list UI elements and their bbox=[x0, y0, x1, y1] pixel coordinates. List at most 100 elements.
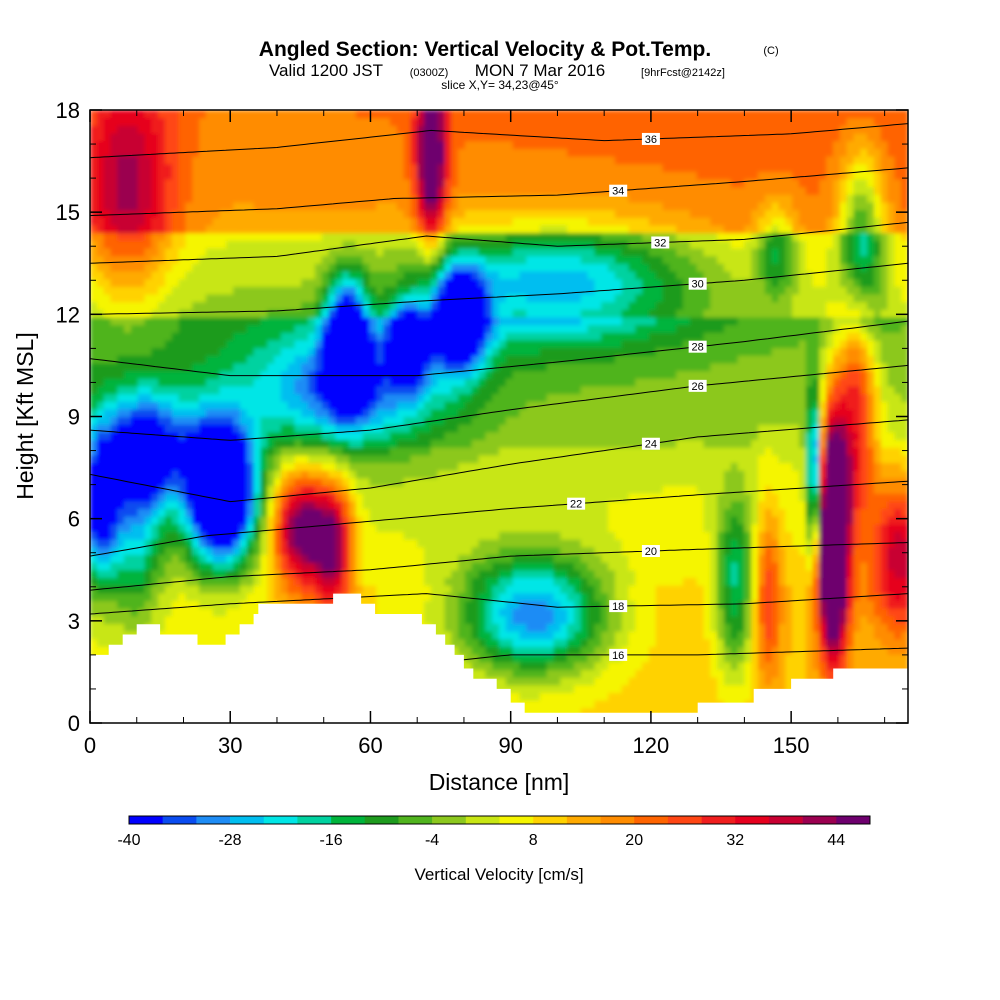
field-cell bbox=[233, 332, 241, 341]
field-cell bbox=[417, 608, 425, 617]
field-cell bbox=[355, 224, 364, 234]
field-cell bbox=[294, 224, 302, 234]
field-cell bbox=[117, 278, 125, 287]
field-cell bbox=[410, 393, 418, 402]
field-cell bbox=[383, 592, 391, 601]
field-cell bbox=[205, 378, 214, 387]
field-cell bbox=[362, 424, 371, 433]
field-cell bbox=[267, 255, 275, 264]
field-cell bbox=[178, 247, 187, 257]
field-cell bbox=[117, 232, 125, 241]
field-cell bbox=[301, 117, 309, 126]
field-cell bbox=[464, 447, 473, 456]
field-cell bbox=[233, 424, 241, 433]
field-cell bbox=[205, 462, 214, 471]
field-cell bbox=[294, 585, 302, 594]
field-cell bbox=[301, 562, 309, 571]
field-cell bbox=[219, 186, 227, 195]
field-cell bbox=[178, 324, 187, 333]
field-cell bbox=[485, 110, 493, 119]
field-cell bbox=[110, 623, 118, 632]
field-cell bbox=[410, 270, 418, 280]
field-cell bbox=[185, 278, 193, 287]
field-cell bbox=[328, 592, 336, 601]
field-cell bbox=[185, 562, 193, 571]
field-cell bbox=[376, 470, 384, 479]
field-cell bbox=[280, 194, 289, 203]
field-cell bbox=[321, 178, 330, 188]
field-cell bbox=[185, 554, 193, 563]
field-cell bbox=[219, 339, 227, 349]
field-cell bbox=[328, 209, 336, 218]
field-cell bbox=[212, 477, 221, 487]
field-cell bbox=[314, 278, 323, 287]
field-cell bbox=[335, 155, 343, 165]
field-cell bbox=[164, 554, 173, 563]
field-cell bbox=[485, 500, 493, 510]
field-cell bbox=[335, 462, 343, 471]
field-cell bbox=[355, 577, 364, 586]
field-cell bbox=[226, 447, 234, 456]
field-cell bbox=[458, 194, 466, 203]
field-cell bbox=[90, 332, 98, 341]
field-cell bbox=[321, 470, 330, 479]
field-cell bbox=[164, 178, 173, 188]
field-cell bbox=[451, 316, 459, 326]
field-cell bbox=[403, 493, 411, 502]
field-cell bbox=[451, 209, 459, 218]
field-cell bbox=[144, 255, 152, 264]
field-cell bbox=[144, 454, 152, 464]
field-cell bbox=[383, 293, 391, 303]
field-cell bbox=[124, 247, 132, 257]
field-cell bbox=[124, 508, 132, 517]
field-cell bbox=[403, 255, 411, 264]
field-cell bbox=[117, 171, 125, 180]
field-cell bbox=[335, 110, 343, 119]
field-cell bbox=[178, 493, 187, 502]
field-cell bbox=[444, 431, 452, 441]
field-cell bbox=[471, 638, 480, 647]
field-cell bbox=[144, 232, 152, 241]
field-cell bbox=[137, 125, 146, 134]
field-cell bbox=[505, 332, 514, 341]
field-cell bbox=[192, 155, 200, 165]
field-cell bbox=[267, 546, 275, 556]
field-cell bbox=[478, 508, 486, 517]
field-cell bbox=[233, 232, 241, 241]
field-cell bbox=[389, 132, 398, 142]
field-cell bbox=[444, 186, 452, 195]
field-cell bbox=[205, 355, 214, 364]
field-cell bbox=[437, 608, 446, 617]
field-cell bbox=[376, 232, 384, 241]
field-cell bbox=[335, 347, 343, 356]
field-cell bbox=[294, 209, 302, 218]
field-cell bbox=[437, 477, 446, 487]
field-cell bbox=[246, 148, 255, 157]
field-cell bbox=[410, 286, 418, 295]
field-cell bbox=[485, 431, 493, 441]
field-cell bbox=[417, 385, 425, 395]
field-cell bbox=[178, 224, 187, 234]
field-cell bbox=[383, 217, 391, 226]
field-cell bbox=[110, 539, 118, 548]
field-cell bbox=[314, 370, 323, 379]
field-cell bbox=[492, 385, 500, 395]
field-cell bbox=[342, 163, 350, 172]
field-cell bbox=[349, 462, 357, 471]
field-cell bbox=[471, 592, 480, 601]
field-cell bbox=[280, 470, 289, 479]
field-cell bbox=[430, 408, 439, 418]
field-cell bbox=[471, 240, 480, 249]
field-cell bbox=[185, 217, 193, 226]
field-cell bbox=[90, 362, 98, 372]
field-cell bbox=[328, 247, 336, 257]
field-cell bbox=[362, 255, 371, 264]
field-cell bbox=[492, 209, 500, 218]
field-cell bbox=[492, 631, 500, 640]
field-cell bbox=[437, 523, 446, 533]
field-cell bbox=[151, 592, 159, 601]
field-cell bbox=[124, 355, 132, 364]
field-cell bbox=[280, 447, 289, 456]
field-cell bbox=[124, 393, 132, 402]
field-cell bbox=[430, 500, 439, 510]
